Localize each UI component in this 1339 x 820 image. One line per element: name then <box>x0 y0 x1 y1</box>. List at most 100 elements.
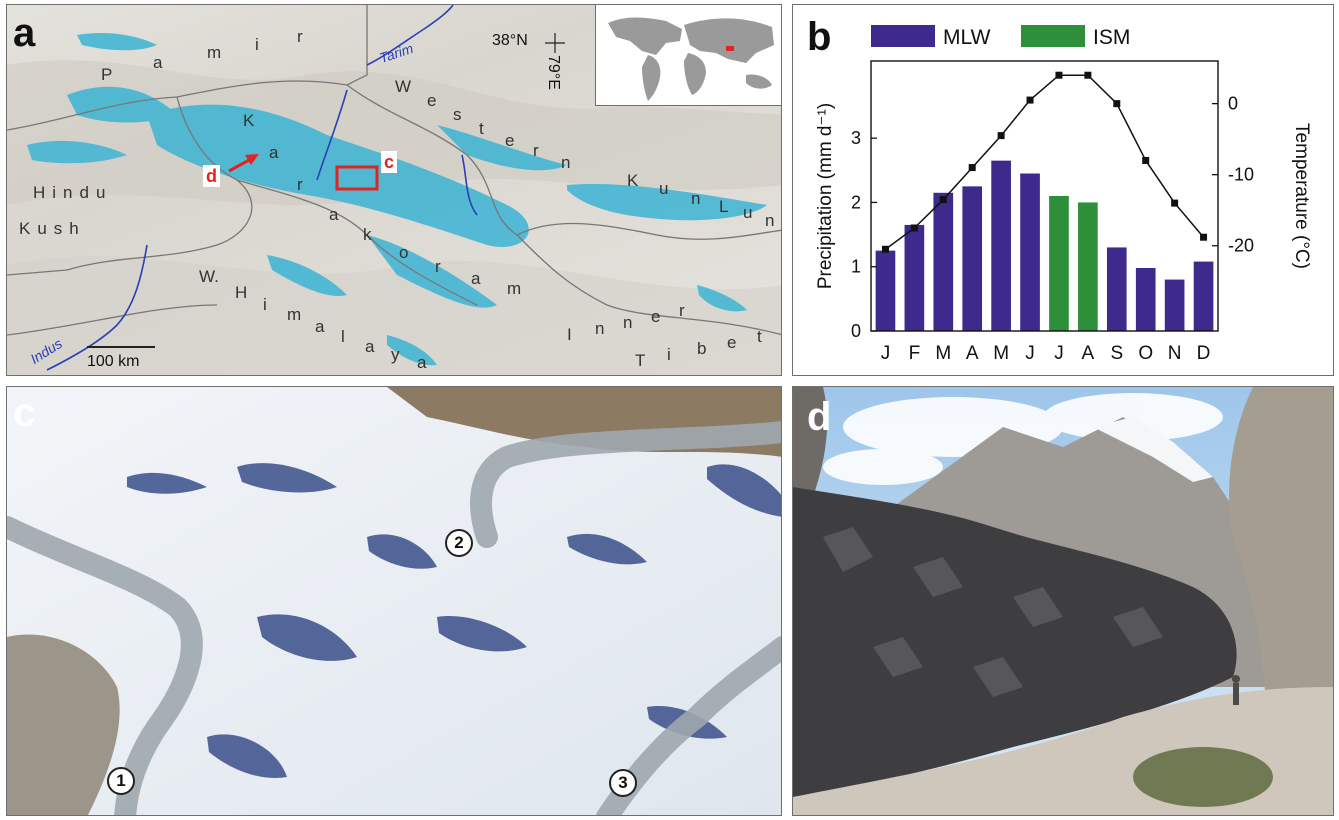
left-tick-label-2: 2 <box>851 192 861 212</box>
plot-frame <box>870 60 1219 332</box>
region-label-inner-1: I <box>567 325 572 344</box>
temperature-point-10 <box>1142 156 1150 164</box>
temperature-point-12 <box>1200 233 1208 241</box>
field-photo <box>793 387 1333 815</box>
region-label-himalaya-8: y <box>391 345 400 364</box>
precip-bar-11 <box>1164 279 1185 331</box>
panel-b-chart: 0 1 2 3 -20 -10 0 J F M A M J J A S O N D Precipitation (mm… <box>792 4 1334 376</box>
glacier-marker-3: 3 <box>609 769 637 797</box>
region-label-pamir-1: P <box>101 65 113 84</box>
longitude-label: 79°E <box>545 55 562 90</box>
region-label-karakoram-3: r <box>297 175 303 194</box>
temperature-point-7 <box>1055 71 1063 79</box>
right-axis-title: Temperature (°C) <box>1291 123 1312 269</box>
region-label-inner-4: e <box>651 307 661 326</box>
panel-a-map: a 38°N 79°E Tarim Indus P a m i r K a r … <box>6 4 782 376</box>
month-label-2: F <box>909 343 921 364</box>
right-tick-label--20: -20 <box>1228 236 1254 256</box>
temperature-point-6 <box>1026 96 1034 104</box>
region-label-inner-3: n <box>623 313 633 332</box>
region-label-pamir-2: a <box>153 53 163 72</box>
temperature-point-3 <box>939 196 947 204</box>
precip-bar-9 <box>1106 247 1127 331</box>
region-label-karakoram-7: r <box>435 257 441 276</box>
region-label-karakoram-6: o <box>399 243 409 262</box>
callout-label-c: c <box>381 151 398 173</box>
month-label-1: J <box>881 343 891 364</box>
panel-d-field-photo: d <box>792 386 1334 816</box>
world-inset-map <box>595 5 781 106</box>
left-tick-label-1: 1 <box>851 257 861 277</box>
political-borders <box>7 5 781 336</box>
month-label-12: D <box>1197 343 1211 364</box>
coordinate-cross <box>545 33 565 53</box>
scale-bar-label: 100 km <box>87 353 140 370</box>
callout-box-c <box>335 165 379 191</box>
satellite-image <box>7 387 781 815</box>
region-label-kunlun-9: u <box>659 179 669 198</box>
legend-label-mlw: MLW <box>943 26 991 49</box>
precip-bar-8 <box>1078 202 1098 331</box>
region-label-tibet-3: b <box>697 339 707 358</box>
panel-letter-c: c <box>13 391 36 435</box>
precip-bar-6 <box>1020 173 1040 331</box>
month-label-3: M <box>935 343 951 364</box>
region-label-himalaya-3: i <box>263 295 267 314</box>
region-label-himalaya-5: a <box>315 317 325 336</box>
temperature-point-9 <box>1113 100 1121 108</box>
legend-swatch-mlw <box>871 25 935 47</box>
region-label-karakoram-8: a <box>471 269 481 288</box>
region-label-tibet-5: t <box>757 327 762 346</box>
temperature-point-2 <box>910 224 918 232</box>
region-label-kunlun-2: e <box>427 91 437 110</box>
region-label-kunlun-6: r <box>533 141 539 160</box>
precip-bar-3 <box>933 192 954 331</box>
right-tick-label--10: -10 <box>1228 165 1254 185</box>
region-label-pamir-4: i <box>255 35 259 54</box>
region-label-kunlun-11: L <box>719 197 729 216</box>
region-label-kunlun-10: n <box>691 189 701 208</box>
temperature-point-4 <box>968 164 976 172</box>
region-label-karakoram-1: K <box>243 111 255 130</box>
glacier-marker-2: 2 <box>445 529 473 557</box>
region-label-tibet-2: i <box>667 345 671 364</box>
legend-swatch-ism <box>1021 25 1085 47</box>
region-label-kunlun-3: s <box>453 105 462 124</box>
precip-bar-12 <box>1193 261 1214 331</box>
left-tick-label-3: 3 <box>851 128 861 148</box>
panel-letter-b: b <box>807 15 832 59</box>
region-label-kunlun-8: K <box>627 171 639 190</box>
map-canvas <box>7 5 781 375</box>
region-label-himalaya-6: l <box>341 327 345 346</box>
region-label-himalaya-2: H <box>235 283 248 302</box>
temperature-point-5 <box>997 132 1005 140</box>
region-label-tibet-1: T <box>635 351 646 370</box>
arrow-d <box>228 154 259 173</box>
region-label-karakoram-5: k <box>363 225 372 244</box>
callout-label-d: d <box>203 165 220 187</box>
region-label-himalaya-4: m <box>287 305 302 324</box>
glacier-marker-1: 1 <box>107 767 135 795</box>
region-label-inner-5: r <box>679 301 685 320</box>
panel-c-satellite-image: c 1 2 3 <box>6 386 782 816</box>
precip-bar-5 <box>991 160 1011 331</box>
precip-bar-1 <box>875 250 896 331</box>
month-label-10: O <box>1138 343 1153 364</box>
region-label-himalaya-9: a <box>417 353 427 372</box>
region-label-kunlun-1: W <box>395 77 412 96</box>
right-tick-label-0: 0 <box>1228 94 1238 114</box>
precip-bar-10 <box>1135 268 1156 331</box>
region-label-karakoram-2: a <box>269 143 279 162</box>
month-label-4: A <box>966 343 979 364</box>
region-label-kunlun-5: e <box>505 131 515 150</box>
region-label-kush: Kush <box>19 219 86 238</box>
temperature-line-layer <box>881 71 1208 253</box>
left-axis-title: Precipitation (mm d⁻¹) <box>815 103 836 289</box>
panel-letter-d: d <box>807 395 832 439</box>
precip-bar-7 <box>1049 196 1069 331</box>
region-label-pamir-3: m <box>207 43 222 62</box>
region-label-hindu: Hindu <box>33 183 113 202</box>
region-label-himalaya-7: a <box>365 337 375 356</box>
